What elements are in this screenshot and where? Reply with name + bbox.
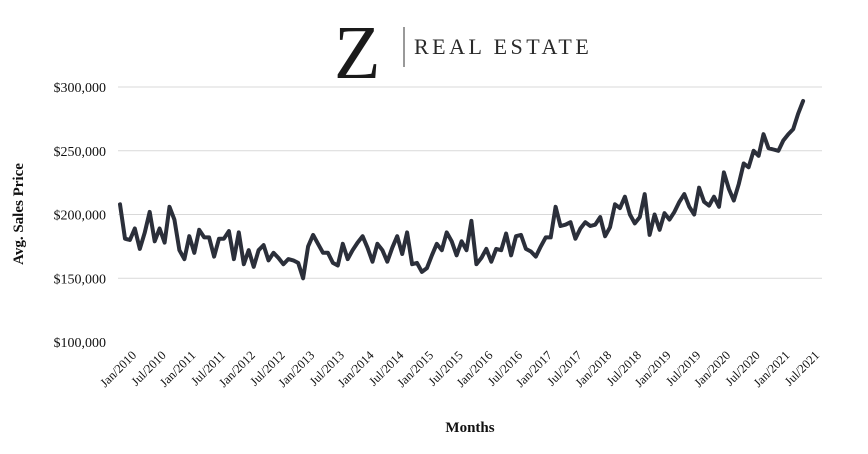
plot-series	[118, 99, 806, 281]
y-gridlines	[118, 86, 822, 279]
y-tick-label: $300,000	[54, 81, 107, 96]
y-tick-label: $250,000	[54, 145, 107, 160]
y-tick-label: $150,000	[54, 272, 107, 287]
y-tick-labels: $100,000 $150,000 $200,000 $250,000 $300,000	[54, 81, 107, 351]
y-axis-title: Avg. Sales Price	[11, 163, 27, 265]
brand-name: REAL ESTATE	[414, 34, 592, 59]
logo-letter: Z	[334, 11, 380, 95]
y-tick-label: $100,000	[54, 336, 107, 351]
series-line	[118, 99, 806, 281]
x-tick-labels: Jan/2010Jul/2010Jan/2011Jul/2011Jan/2012…	[97, 348, 822, 390]
brand-logo: Z REAL ESTATE	[334, 11, 592, 95]
x-axis-title: Months	[445, 420, 494, 436]
y-tick-label: $200,000	[54, 209, 107, 224]
